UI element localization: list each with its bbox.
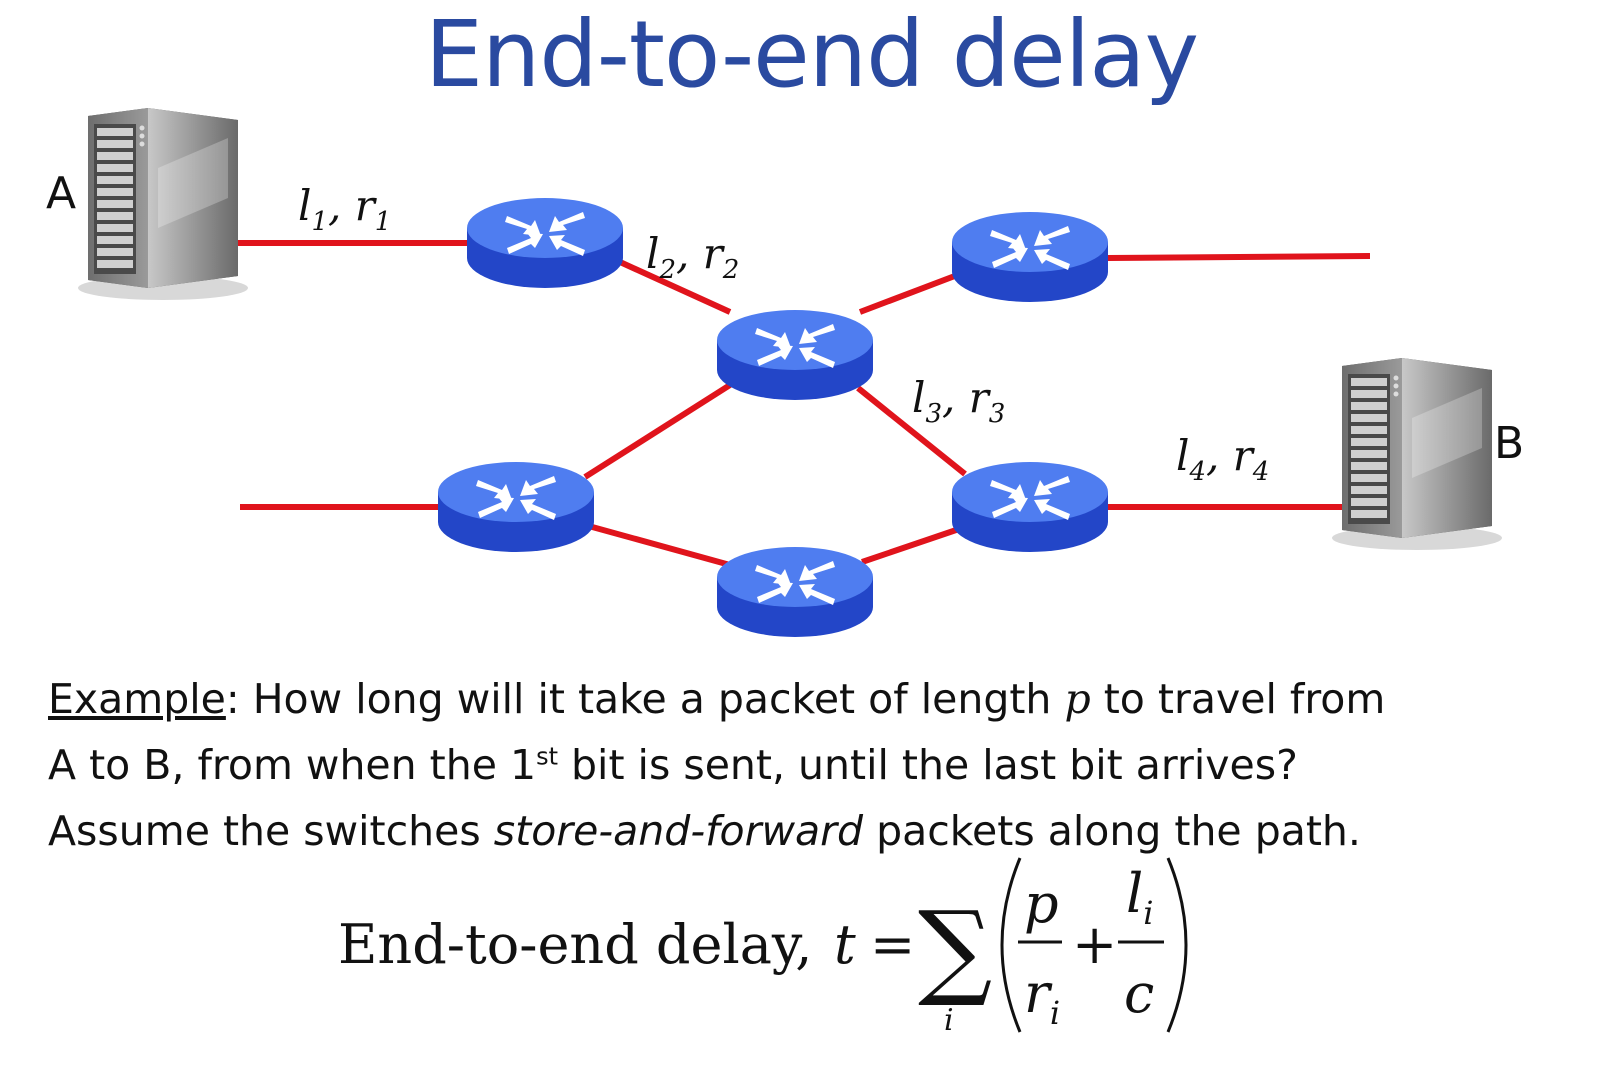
server-a-icon	[78, 108, 248, 300]
formula-plus: +	[1072, 913, 1117, 976]
formula-r: ri	[1024, 962, 1060, 1032]
delay-formula: End-to-end delay, t = ∑ i p ri + li c	[338, 857, 1188, 1038]
formula-equals: =	[870, 913, 915, 976]
link-label-1: l1, r1	[298, 181, 391, 237]
formula-c: c	[1124, 962, 1154, 1025]
router-icon	[438, 462, 594, 552]
link-label-2: l2, r2	[646, 229, 739, 285]
link-r4-r6	[584, 522, 731, 568]
link-r3-r2	[858, 271, 962, 315]
link-r6-r5	[861, 524, 966, 565]
right-paren	[1166, 857, 1188, 1033]
server-b-icon	[1332, 358, 1502, 550]
example-heading: Example	[48, 675, 226, 723]
link-r4-r3	[583, 382, 732, 480]
formula-p: p	[1024, 872, 1059, 935]
example-line-2: A to B, from when the 1st bit is sent, u…	[48, 741, 1298, 789]
left-paren	[1000, 857, 1022, 1033]
router-icon	[467, 198, 623, 288]
formula-label: End-to-end delay,	[338, 913, 812, 976]
router-icon	[952, 462, 1108, 552]
link-r3-r5	[856, 385, 967, 477]
host-b-label: B	[1494, 418, 1524, 469]
router-icon	[717, 547, 873, 637]
link-label-3: l3, r3	[912, 373, 1005, 429]
link-r1-r3	[618, 259, 732, 315]
host-a-label: A	[46, 168, 76, 219]
formula-sigma: ∑	[918, 888, 992, 1010]
formula-l: li	[1126, 862, 1154, 932]
router-icon	[717, 310, 873, 400]
example-line-3: Assume the switches store-and-forward pa…	[48, 807, 1361, 855]
links	[238, 240, 1371, 568]
link-r2-out	[1107, 253, 1371, 261]
slide-title: End-to-end delay	[424, 1, 1199, 108]
formula-index: i	[944, 1003, 954, 1038]
link-label-4: l4, r4	[1176, 431, 1269, 487]
formula-t: t	[834, 913, 856, 976]
router-icon	[952, 212, 1108, 302]
example-text: Example: How long will it take a packet …	[48, 666, 1608, 864]
example-line-1: Example: How long will it take a packet …	[48, 675, 1386, 723]
